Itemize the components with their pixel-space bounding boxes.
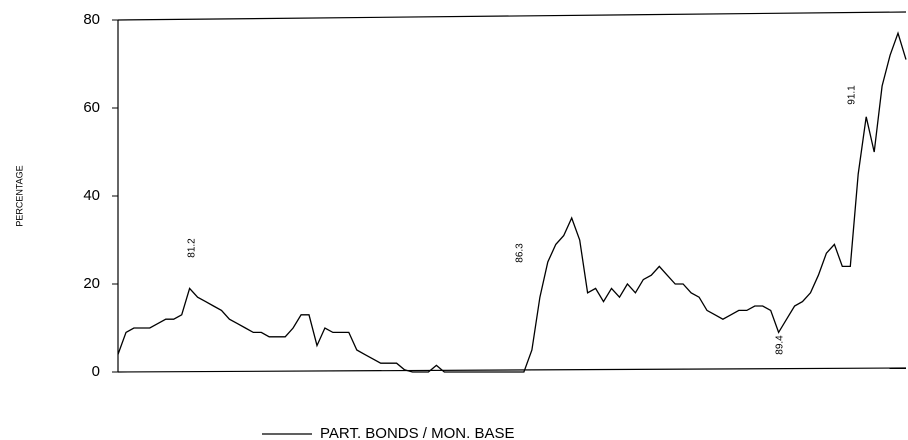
y-tick-label: 60: [83, 99, 100, 116]
data-line: [117, 31, 907, 373]
annotation: 81.2: [187, 238, 198, 258]
axis-top: [117, 11, 907, 21]
annotation: 86.3: [515, 243, 526, 263]
y-tick-label: 0: [92, 363, 100, 380]
x-axis: [117, 367, 907, 373]
legend-label: PART. BONDS / MON. BASE: [320, 425, 515, 440]
annotation: 91.1: [847, 85, 858, 105]
annotation: 89.4: [775, 335, 786, 355]
y-tick-label: 20: [83, 275, 100, 292]
y-tick-label: 80: [83, 11, 100, 28]
y-tick-label: 40: [83, 187, 100, 204]
y-axis-label: PERCENTAGE: [14, 165, 24, 226]
